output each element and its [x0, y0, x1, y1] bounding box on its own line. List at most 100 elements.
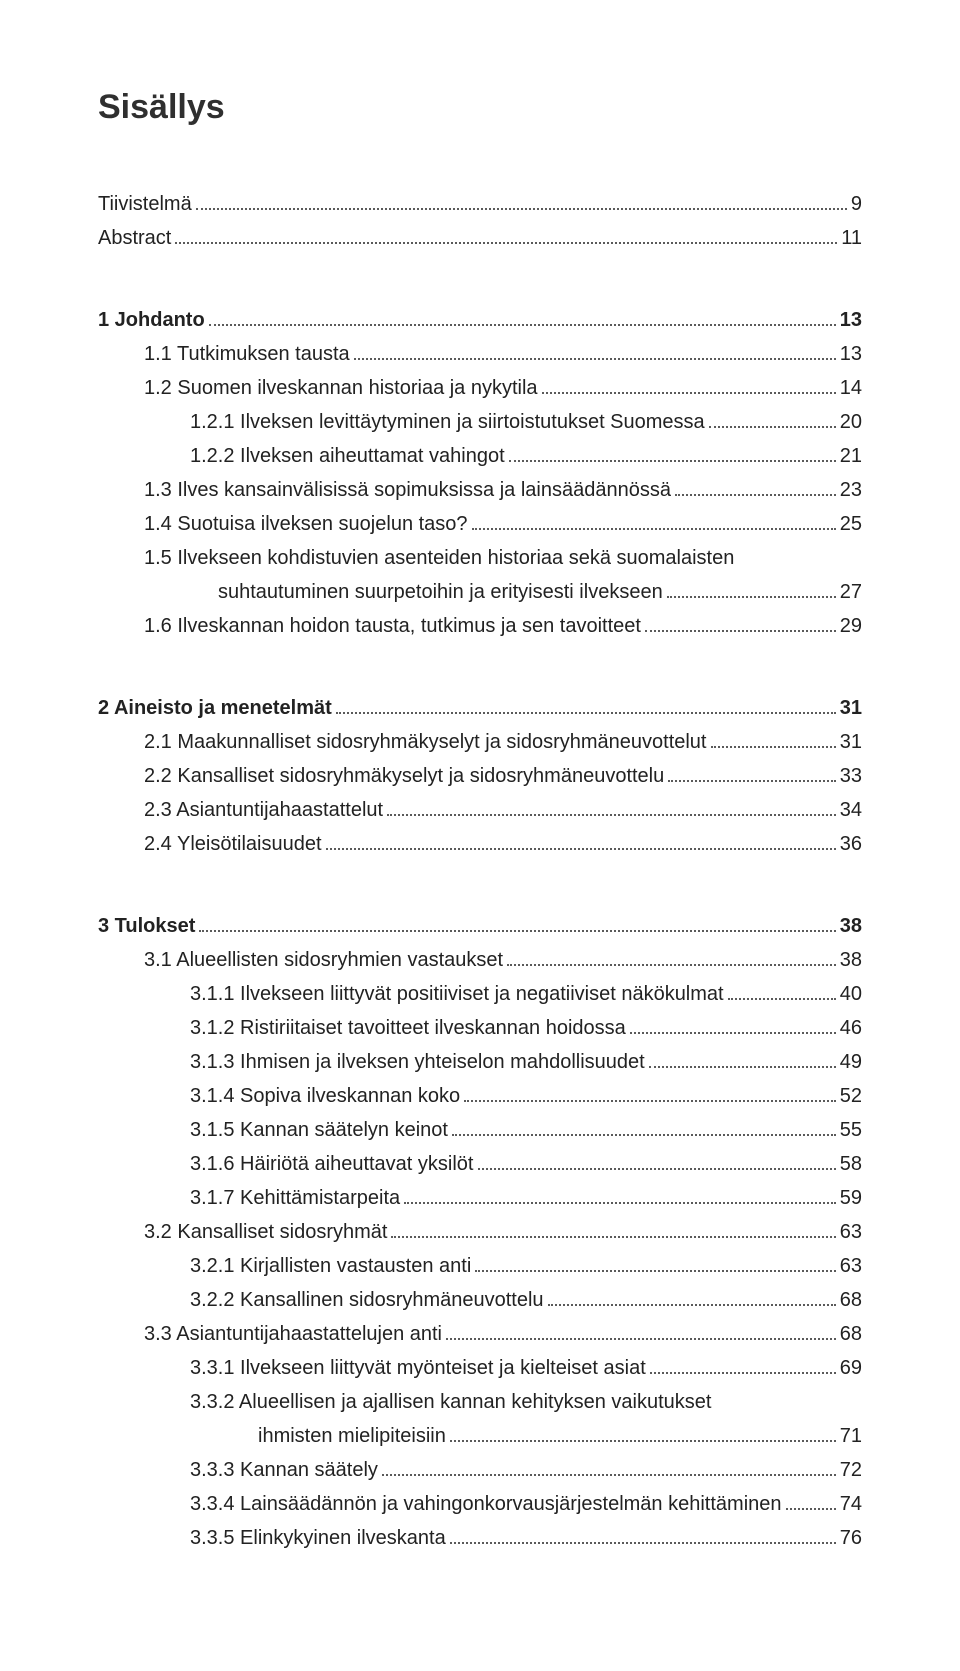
toc-entry-page: 38 [840, 945, 862, 975]
toc-entry: 2.4 Yleisötilaisuudet 36 [98, 827, 862, 861]
toc-entry-label: 1.5 Ilvekseen kohdistuvien asenteiden hi… [144, 543, 734, 573]
toc-entry-page: 31 [840, 727, 862, 757]
toc-leader-dots [542, 392, 836, 394]
toc-entry: Tiivistelmä 9 [98, 187, 862, 221]
toc-leader-dots [387, 814, 836, 816]
toc-entry-page: 49 [840, 1047, 862, 1077]
toc-leader-dots [199, 930, 835, 932]
toc-entry: 2.2 Kansalliset sidosryhmäkyselyt ja sid… [98, 759, 862, 793]
page-title: Sisällys [98, 88, 862, 127]
toc-entry-page: 72 [840, 1455, 862, 1485]
toc-entry-label: 3.1.4 Sopiva ilveskannan koko [190, 1081, 460, 1111]
toc-entry-label: 1.1 Tutkimuksen tausta [144, 339, 350, 369]
toc-entry-page: 59 [840, 1183, 862, 1213]
toc-leader-dots [326, 848, 836, 850]
toc-entry-label: ihmisten mielipiteisiin [258, 1421, 446, 1451]
toc-entry: 2 Aineisto ja menetelmät31 [98, 691, 862, 725]
toc-entry-label: 1.2.2 Ilveksen aiheuttamat vahingot [190, 441, 505, 471]
toc-entry: 3 Tulokset38 [98, 909, 862, 943]
toc-entry-page: 71 [840, 1421, 862, 1451]
toc-entry-label: 1.4 Suotuisa ilveksen suojelun taso? [144, 509, 468, 539]
toc-entry-page: 29 [840, 611, 862, 641]
toc-list: Tiivistelmä 9 Abstract 11 1 Johdanto 13 1.1 Tu… [98, 187, 862, 1555]
toc-entry-page: 36 [840, 829, 862, 859]
toc-leader-dots [675, 494, 836, 496]
toc-entry-page: 74 [840, 1489, 862, 1519]
toc-entry-label: 1.3 Ilves kansainvälisissä sopimuksissa … [144, 475, 671, 505]
toc-entry: 3.1.7 Kehittämistarpeita59 [98, 1181, 862, 1215]
toc-entry-label: 3.1.5 Kannan säätelyn keinot [190, 1115, 448, 1145]
toc-entry: 3.1.2 Ristiriitaiset tavoitteet ilveskan… [98, 1011, 862, 1045]
toc-entry-label: Tiivistelmä [98, 189, 192, 219]
toc-entry-page: 63 [840, 1251, 862, 1281]
section-gap [98, 255, 862, 303]
toc-leader-dots [509, 460, 836, 462]
toc-entry: suhtautuminen suurpetoihin ja erityisest… [98, 575, 862, 609]
toc-entry-label: 3.3 Asiantuntijahaastattelujen anti [144, 1319, 442, 1349]
toc-entry-page: 20 [840, 407, 862, 437]
toc-entry: 3.3.2 Alueellisen ja ajallisen kannan ke… [98, 1385, 862, 1419]
toc-leader-dots [711, 746, 836, 748]
toc-entry: 1.3 Ilves kansainvälisissä sopimuksissa … [98, 473, 862, 507]
toc-entry: 1.4 Suotuisa ilveksen suojelun taso? 25 [98, 507, 862, 541]
toc-entry-label: 1.6 Ilveskannan hoidon tausta, tutkimus … [144, 611, 641, 641]
toc-entry-page: 23 [840, 475, 862, 505]
toc-entry-page: 63 [840, 1217, 862, 1247]
toc-entry: 1.6 Ilveskannan hoidon tausta, tutkimus … [98, 609, 862, 643]
toc-leader-dots [391, 1236, 835, 1238]
toc-entry: 3.2.2 Kansallinen sidosryhmäneuvottelu 68 [98, 1283, 862, 1317]
toc-entry-page: 13 [840, 339, 862, 369]
toc-entry-label: 3.1.3 Ihmisen ja ilveksen yhteiselon mah… [190, 1047, 645, 1077]
toc-entry-page: 25 [840, 509, 862, 539]
toc-entry-page: 33 [840, 761, 862, 791]
toc-leader-dots [728, 998, 836, 1000]
toc-leader-dots [336, 712, 836, 714]
toc-entry-label: 3.1.1 Ilvekseen liittyvät positiiviset j… [190, 979, 724, 1009]
toc-entry: 3.1.3 Ihmisen ja ilveksen yhteiselon mah… [98, 1045, 862, 1079]
toc-entry-label: 3.1.6 Häiriötä aiheuttavat yksilöt [190, 1149, 474, 1179]
toc-entry-page: 55 [840, 1115, 862, 1145]
toc-leader-dots [709, 426, 836, 428]
toc-leader-dots [452, 1134, 836, 1136]
toc-entry-label: 1.2.1 Ilveksen levittäytyminen ja siirto… [190, 407, 705, 437]
toc-entry-page: 76 [840, 1523, 862, 1553]
toc-entry-page: 46 [840, 1013, 862, 1043]
toc-entry-page: 9 [851, 189, 862, 219]
toc-entry-label: 3.3.5 Elinkykyinen ilveskanta [190, 1523, 446, 1553]
toc-entry: ihmisten mielipiteisiin 71 [98, 1419, 862, 1453]
toc-entry-page: 11 [841, 223, 862, 253]
toc-entry-page: 38 [840, 911, 862, 941]
toc-entry-page: 34 [840, 795, 862, 825]
toc-entry-label: 2.4 Yleisötilaisuudet [144, 829, 322, 859]
toc-entry-label: 3.2.1 Kirjallisten vastausten anti [190, 1251, 471, 1281]
toc-entry-page: 68 [840, 1285, 862, 1315]
toc-entry-page: 52 [840, 1081, 862, 1111]
toc-entry-label: 1 Johdanto [98, 305, 205, 335]
toc-leader-dots [464, 1100, 836, 1102]
toc-leader-dots [475, 1270, 835, 1272]
toc-entry-label: 3.1 Alueellisten sidosryhmien vastaukset [144, 945, 503, 975]
toc-leader-dots [645, 630, 836, 632]
toc-entry-label: 3.3.4 Lainsäädännön ja vahingonkorvausjä… [190, 1489, 782, 1519]
toc-entry-label: 3.3.3 Kannan säätely [190, 1455, 378, 1485]
toc-entry-label: Abstract [98, 223, 171, 253]
toc-entry: 3.3.4 Lainsäädännön ja vahingonkorvausjä… [98, 1487, 862, 1521]
toc-entry: 2.1 Maakunnalliset sidosryhmäkyselyt ja … [98, 725, 862, 759]
toc-entry: 3.1 Alueellisten sidosryhmien vastaukset… [98, 943, 862, 977]
toc-entry-label: suhtautuminen suurpetoihin ja erityisest… [218, 577, 663, 607]
toc-leader-dots [382, 1474, 836, 1476]
toc-entry-page: 14 [840, 373, 862, 403]
toc-leader-dots [507, 964, 836, 966]
toc-leader-dots [472, 528, 836, 530]
toc-entry-label: 3.3.1 Ilvekseen liittyvät myönteiset ja … [190, 1353, 646, 1383]
toc-leader-dots [668, 780, 836, 782]
toc-leader-dots [548, 1304, 836, 1306]
toc-entry: 3.2 Kansalliset sidosryhmät63 [98, 1215, 862, 1249]
toc-entry-label: 2 Aineisto ja menetelmät [98, 693, 332, 723]
toc-entry: 1.2 Suomen ilveskannan historiaa ja nyky… [98, 371, 862, 405]
toc-entry: 1.2.2 Ilveksen aiheuttamat vahingot21 [98, 439, 862, 473]
toc-leader-dots [175, 242, 837, 244]
toc-entry-page: 40 [840, 979, 862, 1009]
toc-leader-dots [650, 1372, 836, 1374]
toc-entry-label: 3.2.2 Kansallinen sidosryhmäneuvottelu [190, 1285, 544, 1315]
